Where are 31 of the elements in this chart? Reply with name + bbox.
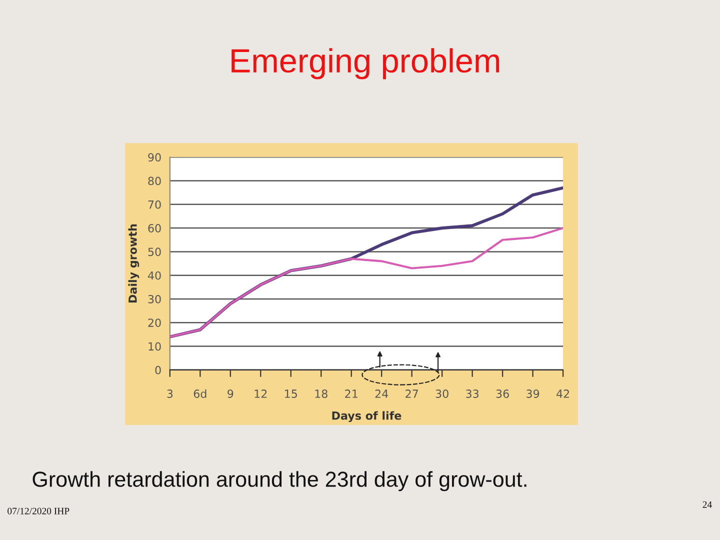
y-tick-label: 50 bbox=[148, 248, 161, 256]
x-tick-label: 27 bbox=[406, 390, 418, 398]
line-series bbox=[170, 227, 564, 338]
x-tick-label: 42 bbox=[556, 390, 569, 398]
text: Growth retardation around the 23rd day of grow-out. bbox=[32, 471, 526, 492]
y-tick-label: 0 bbox=[155, 366, 161, 374]
x-tick-label: 9 bbox=[228, 390, 234, 398]
y-tick-label: 40 bbox=[148, 271, 161, 280]
x-tick-label: 24 bbox=[375, 390, 388, 398]
x-axis-title: Days of life bbox=[332, 411, 402, 422]
y-tick-label: 80 bbox=[148, 176, 161, 186]
x-tick-label: 39 bbox=[526, 390, 540, 398]
y-axis-title: Daily growth bbox=[128, 224, 140, 302]
y-tick-label: 90 bbox=[148, 153, 161, 162]
chart-title: Emerging problem bbox=[232, 48, 500, 80]
text: 24 bbox=[702, 501, 712, 508]
x-tick-label: 18 bbox=[315, 390, 328, 398]
y-tick-label: 60 bbox=[148, 224, 161, 232]
y-tick-label: 70 bbox=[148, 200, 161, 209]
y-tick-label: 20 bbox=[148, 318, 161, 327]
y-tick-label: 30 bbox=[148, 294, 161, 304]
x-tick-label: 30 bbox=[436, 390, 448, 398]
x-tick-label: 15 bbox=[285, 390, 297, 398]
y-tick-label: 10 bbox=[148, 342, 161, 351]
x-tick-label: 6d bbox=[194, 389, 206, 398]
x-tick-label: 36 bbox=[496, 390, 509, 398]
x-tick-label: 3 bbox=[167, 390, 173, 398]
x-tick-label: 21 bbox=[345, 390, 358, 398]
x-tick-label: 12 bbox=[254, 390, 267, 398]
text: 07/12/2020 IHP bbox=[8, 508, 70, 514]
x-tick-label: 33 bbox=[466, 390, 478, 398]
